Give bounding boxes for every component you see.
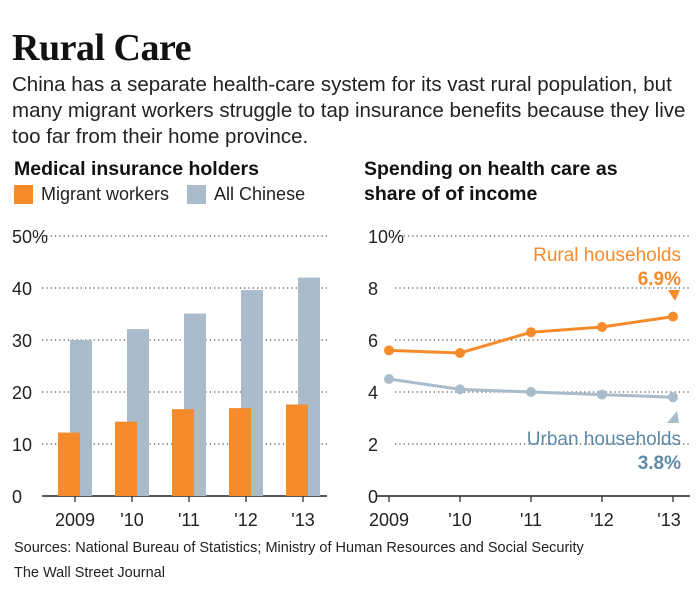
line-y-tick-label: 2: [368, 435, 378, 455]
line-point-rural: [526, 327, 536, 338]
legend-item-migrant: Migrant workers: [14, 184, 169, 205]
page-subtitle: China has a separate health-care system …: [12, 73, 686, 148]
rural-pointer-icon: [668, 290, 680, 301]
bar-chart-legend: Migrant workers All Chinese: [14, 184, 323, 205]
legend-label-migrant: Migrant workers: [41, 184, 170, 204]
sources-note: Sources: National Bureau of Statistics; …: [14, 540, 584, 556]
legend-swatch-migrant: [14, 185, 33, 204]
rural-series-label: Rural households: [533, 245, 681, 266]
bar-x-tick-label: 2009: [55, 510, 95, 530]
legend-label-all-chinese: All Chinese: [214, 184, 306, 204]
credit-note: The Wall Street Journal: [14, 565, 165, 581]
line-point-urban: [455, 384, 465, 395]
rural-end-value-label: 6.9%: [638, 269, 681, 290]
urban-end-value-label: 3.8%: [638, 453, 681, 474]
bar-migrant-workers: [286, 404, 308, 496]
line-point-rural: [384, 345, 394, 356]
bar-migrant-workers: [229, 408, 251, 496]
bar-y-tick-label: 20: [12, 383, 32, 403]
bar-y-tick-label: 40: [12, 279, 32, 299]
line-y-tick-label: 0: [368, 487, 378, 507]
line-y-tick-label: 4: [368, 383, 378, 403]
bar-y-tick-label: 50%: [12, 227, 48, 247]
line-x-tick-label: '10: [448, 510, 471, 530]
line-point-rural: [455, 348, 465, 358]
bar-y-tick-label: 30: [12, 331, 32, 351]
line-x-tick-label: '11: [520, 510, 542, 530]
bar-migrant-workers: [58, 432, 80, 496]
line-point-rural: [597, 322, 607, 332]
line-point-urban: [668, 392, 678, 403]
urban-pointer-icon: [667, 411, 679, 423]
line-y-tick-label: 8: [368, 279, 378, 299]
line-y-tick-label: 10%: [368, 227, 404, 247]
bar-x-tick-label: '11: [178, 510, 200, 530]
page-title: Rural Care: [12, 27, 192, 69]
bar-migrant-workers: [172, 409, 194, 496]
urban-series-label: Urban households: [527, 429, 681, 450]
line-chart-title: Spending on health care as share of of i…: [364, 158, 618, 205]
line-x-tick-label: '13: [657, 510, 680, 530]
line-point-urban: [597, 389, 607, 400]
line-y-tick-label: 6: [368, 331, 378, 351]
bar-migrant-workers: [115, 421, 137, 496]
line-point-urban: [384, 374, 394, 384]
bar-chart-title: Medical insurance holders: [14, 158, 259, 180]
bar-x-tick-label: '13: [291, 510, 314, 530]
bar-x-tick-label: '12: [234, 510, 257, 530]
line-point-rural: [668, 311, 678, 322]
bar-y-tick-label: 0: [12, 487, 22, 507]
line-point-urban: [526, 387, 536, 397]
legend-swatch-all-chinese: [187, 185, 207, 204]
line-x-tick-label: 2009: [369, 510, 409, 530]
bar-y-tick-label: 10: [12, 435, 32, 455]
line-x-tick-label: '12: [590, 510, 613, 530]
bar-x-tick-label: '10: [120, 510, 143, 530]
legend-item-all-chinese: All Chinese: [187, 184, 305, 205]
